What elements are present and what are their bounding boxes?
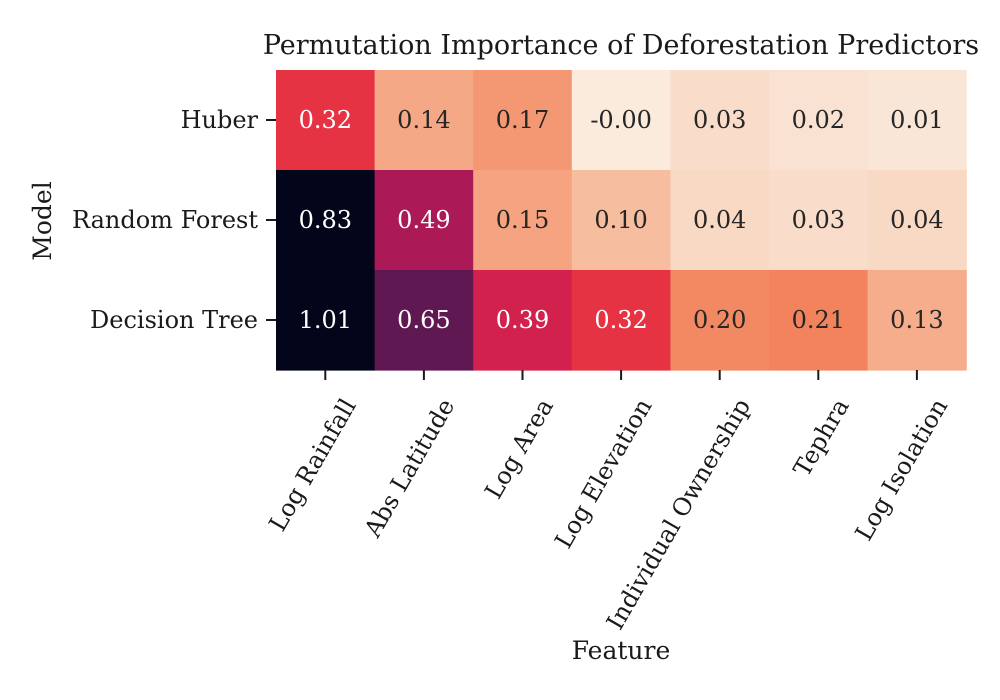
heatmap-cell-labels: 0.32 0.14 0.17 -0.00 0.03 0.02 0.01 0.83 0.49 0.1… — [299, 106, 944, 334]
heatmap-cell — [473, 170, 573, 271]
cell-value-label: 0.13 — [890, 306, 943, 334]
y-tick-label: Huber — [181, 106, 259, 134]
heatmap-cell — [473, 270, 573, 371]
y-axis-label: Model — [28, 181, 57, 260]
cell-value-label: 0.04 — [890, 206, 943, 234]
heatmap-cell — [276, 70, 376, 171]
heatmap-cell — [571, 70, 671, 171]
cell-value-label: 0.20 — [693, 306, 746, 334]
x-tick-label: Log Rainfall — [263, 394, 361, 536]
cell-value-label: 1.01 — [299, 306, 352, 334]
cell-value-label: 0.04 — [693, 206, 746, 234]
heatmap-cell — [374, 170, 474, 271]
cell-value-label: 0.39 — [496, 306, 549, 334]
heatmap-cell — [571, 270, 671, 371]
x-tick-label: Log Isolation — [850, 394, 954, 546]
cell-value-label: 0.10 — [594, 206, 647, 234]
y-tick-label: Random Forest — [72, 206, 258, 234]
heatmap-cell — [769, 170, 869, 271]
heatmap-cell — [276, 270, 376, 371]
heatmap-cell — [769, 270, 869, 371]
x-tick-label: Tephra — [788, 394, 855, 482]
cell-value-label: 0.65 — [397, 306, 450, 334]
x-tick-label: Log Area — [479, 394, 559, 504]
heatmap-cell — [670, 170, 770, 271]
x-tick-label: Log Elevation — [549, 394, 657, 553]
cell-value-label: 0.49 — [397, 206, 450, 234]
heatmap-cell — [670, 70, 770, 171]
heatmap-cell — [473, 70, 573, 171]
cell-value-label: 0.83 — [299, 206, 352, 234]
heatmap-cell — [867, 170, 967, 271]
cell-value-label: -0.00 — [590, 106, 652, 134]
cell-value-label: 0.32 — [594, 306, 647, 334]
cell-value-label: 0.15 — [496, 206, 549, 234]
y-axis: Huber Random Forest Decision Tree — [72, 106, 276, 334]
heatmap-cell — [276, 170, 376, 271]
cell-value-label: 0.02 — [792, 106, 845, 134]
chart-title: Permutation Importance of Deforestation … — [263, 30, 979, 61]
cell-value-label: 0.01 — [890, 106, 943, 134]
cell-value-label: 0.03 — [693, 106, 746, 134]
heatmap-cell — [374, 70, 474, 171]
heatmap-cell — [867, 270, 967, 371]
cell-value-label: 0.03 — [792, 206, 845, 234]
heatmap-cell — [374, 270, 474, 371]
cell-value-label: 0.17 — [496, 106, 549, 134]
heatmap-cell — [670, 270, 770, 371]
heatmap-cell — [769, 70, 869, 171]
y-tick-label: Decision Tree — [90, 306, 258, 334]
x-tick-label: Abs Latitude — [358, 394, 460, 543]
cell-value-label: 0.32 — [299, 106, 352, 134]
heatmap-cell — [571, 170, 671, 271]
cell-value-label: 0.21 — [792, 306, 845, 334]
x-axis-label: Feature — [572, 636, 671, 665]
heatmap-cells — [276, 70, 967, 371]
heatmap-cell — [867, 70, 967, 171]
cell-value-label: 0.14 — [397, 106, 450, 134]
